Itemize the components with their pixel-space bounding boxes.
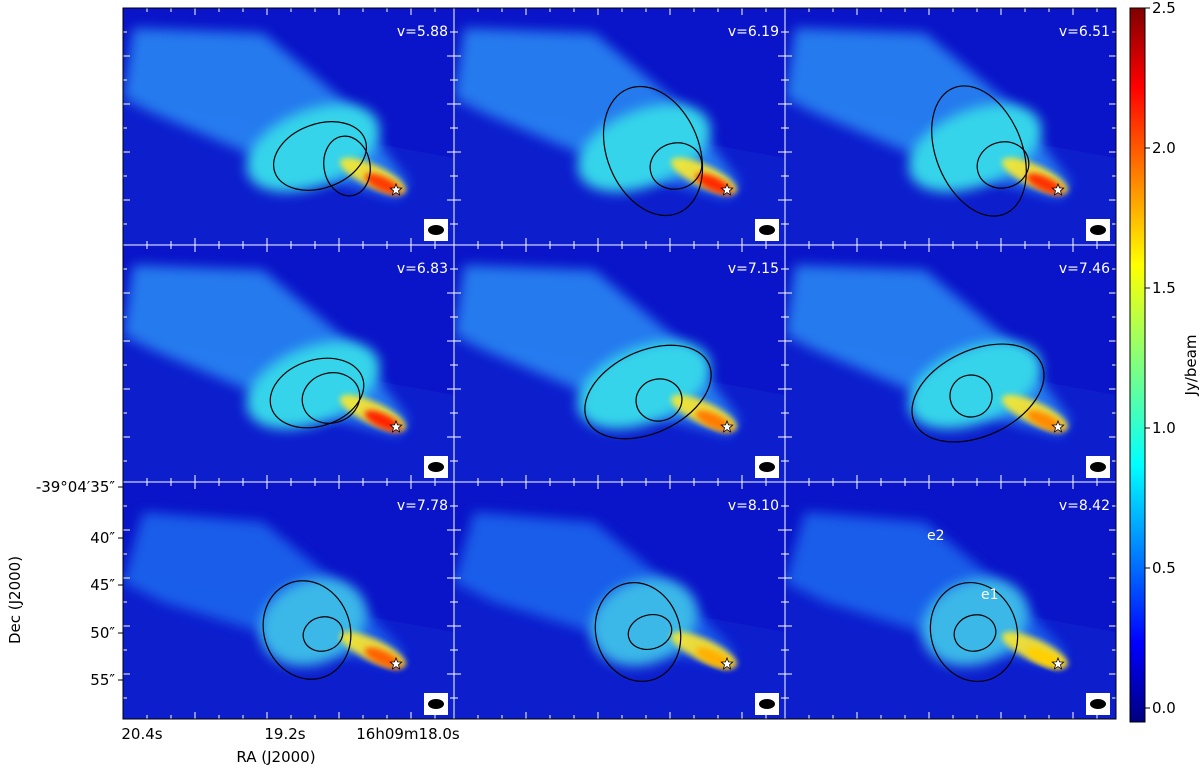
channel-panel: v=7.46 bbox=[784, 244, 1117, 483]
beam-ellipse bbox=[759, 699, 775, 709]
velocity-label: v=7.15 bbox=[728, 261, 779, 277]
region-ellipse-small bbox=[301, 372, 361, 424]
star-marker bbox=[1051, 656, 1065, 670]
y-tick-label: 40″ bbox=[90, 529, 115, 547]
intensity-map bbox=[454, 482, 785, 719]
region-ellipse-large bbox=[929, 581, 1019, 683]
region-ellipse-small bbox=[635, 378, 683, 422]
beam-ellipse bbox=[428, 699, 444, 709]
y-tick-label: 55″ bbox=[90, 671, 115, 689]
velocity-label: v=6.51 bbox=[1059, 24, 1110, 40]
velocity-label: v=7.46 bbox=[1059, 261, 1110, 277]
star-marker bbox=[720, 419, 734, 433]
x-tick-label: 19.2s bbox=[264, 725, 305, 743]
intensity-map bbox=[454, 245, 785, 482]
beam-ellipse bbox=[1090, 699, 1106, 709]
region-ellipse-large bbox=[931, 85, 1027, 217]
velocity-label: v=5.88 bbox=[397, 24, 448, 40]
y-tick-label: 45″ bbox=[90, 576, 115, 594]
star-marker bbox=[389, 182, 403, 196]
channel-panel: v=8.42 e2 e1 bbox=[784, 481, 1117, 720]
star-marker bbox=[720, 182, 734, 196]
region-ellipse-small bbox=[323, 135, 371, 197]
colorbar-tick-label: 0.0 bbox=[1152, 699, 1176, 717]
region-ellipse-small bbox=[302, 616, 344, 652]
star-marker bbox=[720, 656, 734, 670]
velocity-label: v=7.78 bbox=[397, 498, 448, 514]
ellipse-annotation: e1 bbox=[981, 587, 999, 603]
y-tick-label: 50″ bbox=[90, 624, 115, 642]
channel-panel: v=6.19 bbox=[453, 7, 786, 246]
intensity-map bbox=[123, 482, 454, 719]
region-ellipse-large bbox=[594, 582, 682, 682]
intensity-map bbox=[454, 8, 785, 245]
channel-panel: v=7.15 bbox=[453, 244, 786, 483]
panel-grid: v=5.88 v=6.19 v=6.51 v=6.83 v=7.15 v=7.46 v=7.… bbox=[122, 7, 1117, 720]
ellipse-annotation: e2 bbox=[927, 528, 945, 544]
channel-panel: v=5.88 bbox=[122, 7, 455, 246]
x-tick-label: 20.4s bbox=[121, 725, 162, 743]
beam-ellipse bbox=[428, 225, 444, 235]
region-ellipse-large bbox=[262, 580, 352, 680]
beam-ellipse bbox=[759, 225, 775, 235]
region-ellipse-small bbox=[649, 142, 703, 190]
region-ellipse-large bbox=[911, 343, 1045, 443]
outer-axes: -39°04′35″ 40″ 45″ 50″ 55″ 20.4s 19.2s 16h09m18… bbox=[6, 7, 1117, 766]
region-ellipse-large bbox=[584, 344, 712, 440]
y-axis-label: Dec (J2000) bbox=[6, 556, 24, 644]
channel-panel: v=6.51 bbox=[784, 7, 1117, 246]
colorbar-tick-label: 1.0 bbox=[1152, 419, 1176, 437]
x-axis-label: RA (J2000) bbox=[236, 748, 315, 766]
x-tick-label: 16h09m18.0s bbox=[356, 725, 460, 743]
velocity-label: v=8.42 bbox=[1059, 498, 1110, 514]
region-ellipse-small bbox=[627, 614, 673, 650]
region-ellipse-small bbox=[953, 614, 997, 652]
star-marker bbox=[389, 419, 403, 433]
region-ellipse-small bbox=[949, 374, 993, 418]
velocity-label: v=8.10 bbox=[728, 498, 779, 514]
colorbar-tick-label: 1.5 bbox=[1152, 279, 1176, 297]
y-tick-label: -39°04′35″ bbox=[36, 478, 116, 496]
colorbar-gradient bbox=[1129, 7, 1146, 723]
intensity-map bbox=[123, 245, 454, 482]
velocity-label: v=6.19 bbox=[728, 24, 779, 40]
velocity-label: v=6.83 bbox=[397, 261, 448, 277]
star-marker bbox=[1051, 419, 1065, 433]
colorbar-tick-label: 2.5 bbox=[1152, 0, 1176, 17]
colorbar-label: Jy/beam bbox=[1182, 335, 1200, 397]
intensity-map bbox=[785, 245, 1116, 482]
channel-panel: v=6.83 bbox=[122, 244, 455, 483]
region-ellipse-large bbox=[602, 85, 704, 217]
region-ellipse-small bbox=[976, 141, 1030, 189]
intensity-map bbox=[785, 8, 1116, 245]
colorbar: 0.0 0.5 1.0 1.5 2.0 2.5 Jy/beam bbox=[1129, 0, 1200, 723]
intensity-map bbox=[123, 8, 454, 245]
intensity-map bbox=[785, 482, 1116, 719]
beam-ellipse bbox=[1090, 225, 1106, 235]
beam-ellipse bbox=[428, 462, 444, 472]
colorbar-tick-label: 2.0 bbox=[1152, 139, 1176, 157]
star-marker bbox=[389, 656, 403, 670]
colorbar-tick-label: 0.5 bbox=[1152, 559, 1176, 577]
star-marker bbox=[1051, 182, 1065, 196]
region-ellipse-large bbox=[269, 357, 365, 429]
channel-panel: v=7.78 bbox=[122, 481, 455, 720]
channel-panel: v=8.10 bbox=[453, 481, 786, 720]
beam-ellipse bbox=[759, 462, 775, 472]
beam-ellipse bbox=[1090, 462, 1106, 472]
